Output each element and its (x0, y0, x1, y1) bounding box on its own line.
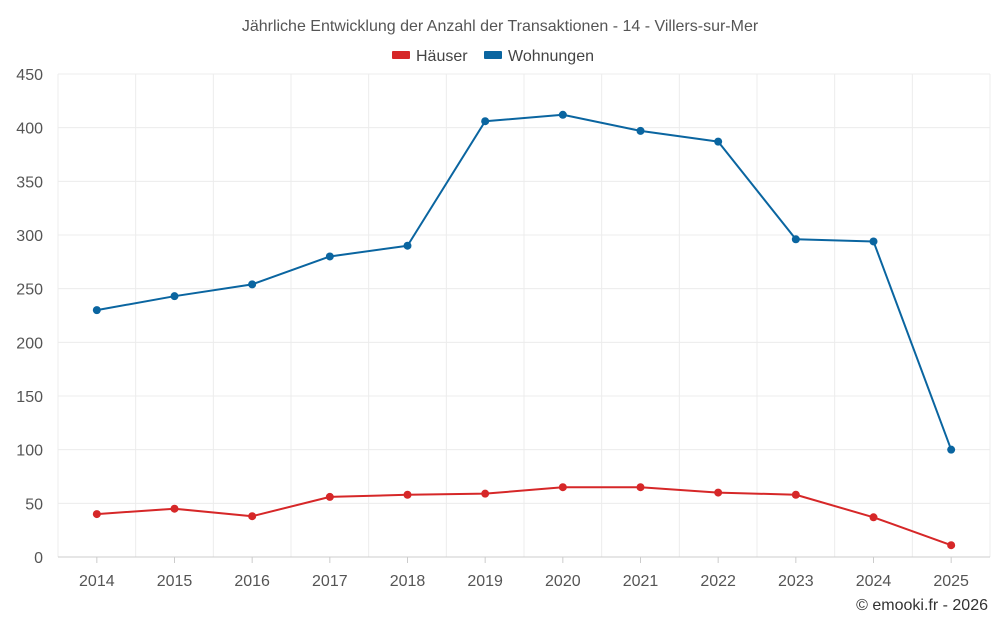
data-point-wohnungen[interactable] (869, 237, 878, 246)
x-tick-label: 2021 (623, 573, 659, 590)
data-point-haeuser[interactable] (92, 510, 101, 519)
legend-swatch-wohnungen (484, 51, 502, 59)
legend-label-wohnungen: Wohnungen (508, 48, 594, 65)
x-tick-label: 2022 (700, 573, 736, 590)
y-axis: 0 50 100 150 200 250 300 350 400 450 (16, 67, 43, 567)
legend[interactable]: Häuser Wohnungen (392, 48, 594, 65)
y-tick-label: 150 (16, 389, 43, 406)
data-point-wohnungen[interactable] (791, 235, 800, 244)
data-point-wohnungen[interactable] (248, 280, 257, 289)
credit-text: © emooki.fr - 2026 (856, 597, 988, 614)
series (92, 110, 956, 550)
data-point-haeuser[interactable] (791, 490, 800, 499)
x-tick-label: 2017 (312, 573, 348, 590)
data-point-haeuser[interactable] (325, 492, 334, 501)
chart-title: Jährliche Entwicklung der Anzahl der Tra… (242, 18, 759, 35)
legend-item-haeuser[interactable]: Häuser (392, 48, 468, 65)
x-tick-label: 2024 (856, 573, 892, 590)
legend-item-wohnungen[interactable]: Wohnungen (484, 48, 594, 65)
data-point-wohnungen[interactable] (636, 126, 645, 135)
x-tick-label: 2019 (467, 573, 503, 590)
legend-swatch-haeuser (392, 51, 410, 59)
data-point-haeuser[interactable] (869, 513, 878, 522)
data-point-wohnungen[interactable] (947, 445, 956, 454)
x-tick-label: 2014 (79, 573, 115, 590)
data-point-haeuser[interactable] (170, 504, 179, 513)
x-tick-label: 2018 (390, 573, 426, 590)
y-tick-label: 450 (16, 67, 43, 84)
x-tick-label: 2015 (157, 573, 193, 590)
x-tick-label: 2023 (778, 573, 814, 590)
data-point-wohnungen[interactable] (558, 110, 567, 119)
data-point-haeuser[interactable] (558, 483, 567, 492)
data-point-wohnungen[interactable] (170, 292, 179, 301)
y-tick-label: 200 (16, 335, 43, 352)
y-tick-label: 300 (16, 228, 43, 245)
series-line-wohnungen[interactable] (96, 113, 953, 451)
x-tick-label: 2025 (933, 573, 969, 590)
data-point-haeuser[interactable] (403, 490, 412, 499)
x-tick-label: 2020 (545, 573, 581, 590)
y-tick-label: 400 (16, 121, 43, 138)
y-tick-label: 350 (16, 174, 43, 191)
x-tick-label: 2016 (234, 573, 270, 590)
series-haeuser[interactable] (92, 483, 956, 550)
data-point-haeuser[interactable] (947, 541, 956, 550)
legend-label-haeuser: Häuser (416, 48, 468, 65)
data-point-wohnungen[interactable] (92, 306, 101, 315)
data-point-wohnungen[interactable] (481, 117, 490, 126)
y-tick-label: 0 (34, 550, 43, 567)
grid (57, 73, 991, 557)
x-axis: 2014 2015 2016 2017 2018 2019 2020 2021 2022 2023… (58, 556, 990, 590)
data-point-haeuser[interactable] (714, 488, 723, 497)
y-tick-label: 100 (16, 443, 43, 460)
series-wohnungen[interactable] (92, 110, 956, 454)
data-point-haeuser[interactable] (481, 489, 490, 498)
data-point-wohnungen[interactable] (403, 241, 412, 250)
data-point-wohnungen[interactable] (714, 137, 723, 146)
data-point-haeuser[interactable] (636, 483, 645, 492)
y-tick-label: 250 (16, 282, 43, 299)
data-point-wohnungen[interactable] (325, 252, 334, 261)
data-point-haeuser[interactable] (248, 512, 257, 521)
series-line-haeuser[interactable] (96, 486, 952, 547)
y-tick-label: 50 (25, 496, 43, 513)
